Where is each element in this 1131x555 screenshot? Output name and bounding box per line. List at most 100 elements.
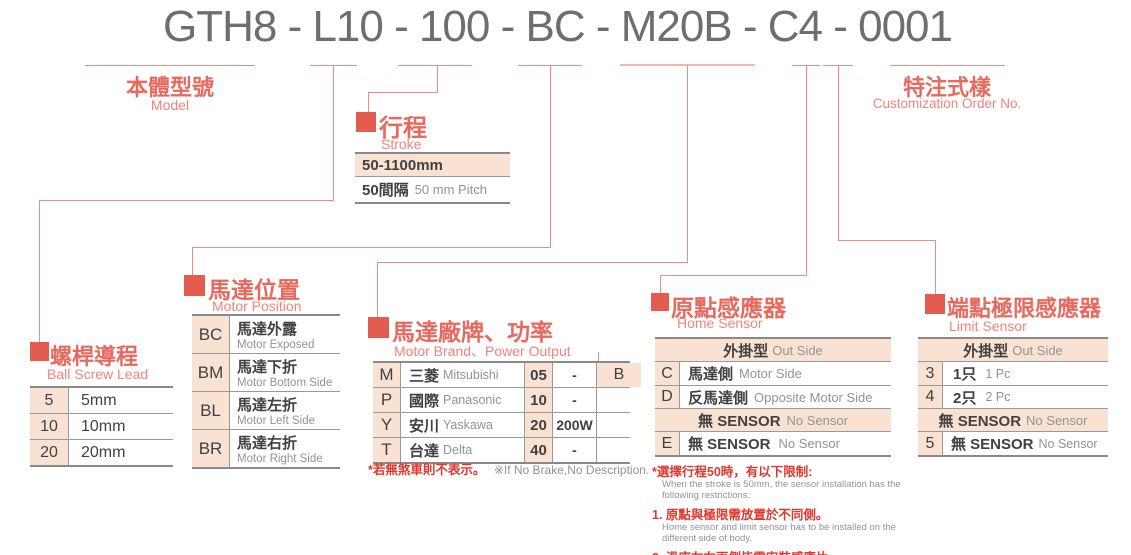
brand-en: Mitsubishi: [443, 368, 499, 382]
sensor-zh: 反馬達側: [688, 389, 749, 407]
note-line-zh: 2. 滑座左右兩側皆需安裝感應片。: [652, 547, 914, 555]
ball-screw-heading-zh: 螺桿導程: [50, 344, 139, 369]
connector-l10-h: [39, 200, 334, 201]
motor-position-table: BC 馬達外露 Motor Exposed BM 馬達下折 Motor Bott…: [192, 314, 340, 469]
connector-l10-v2: [39, 200, 40, 343]
position-en: Motor Bottom Side: [237, 377, 333, 389]
sensor-en: No Sensor: [778, 436, 840, 451]
lead-value: 10mm: [68, 414, 173, 439]
position-en: Motor Exposed: [237, 339, 315, 351]
connector-m20b-v2: [377, 262, 378, 318]
table-row: 3 1只 1 Pc: [918, 361, 1108, 385]
brand-name: 三菱 Mitsubishi: [400, 363, 524, 387]
brake-code: [596, 413, 641, 437]
motor-brand-note-zh: *若無煞車則不表示。: [368, 463, 486, 477]
position-en: Motor Left Side: [237, 415, 315, 427]
position-zh: 馬達外露: [237, 321, 298, 338]
brand-name: 安川 Yaskawa: [400, 413, 524, 437]
note-line-zh: *選擇行程50時，有以下限制:: [652, 465, 813, 479]
table-row: BL 馬達左折 Motor Left Side: [192, 391, 340, 429]
home-sensor-heading-en: Home Sensor: [677, 315, 763, 331]
sensor-en: Opposite Motor Side: [754, 389, 873, 405]
sensor-zh: 無 SENSOR: [951, 436, 1034, 453]
connector-l10-v: [333, 66, 334, 200]
connector-c-v: [806, 66, 807, 275]
stroke-table: 50-1100mm 50間隔 50 mm Pitch: [355, 152, 510, 204]
sensor-type-zh: 外掛型: [723, 342, 769, 360]
stroke-bullet-icon: [356, 112, 376, 132]
no-sensor-divider: 無 SENSOR No Sensor: [655, 408, 891, 431]
underline-l10: [310, 65, 357, 66]
ball-screw-table: 5 5mm 10 10mm 20 20mm: [30, 386, 173, 467]
brake-code: B: [596, 363, 641, 387]
power-value: -: [552, 363, 596, 387]
connector-c-h: [660, 275, 807, 276]
sensor-desc: 2只 2 Pc: [942, 386, 1108, 408]
sensor-type-header: 外掛型 Out Side: [655, 339, 891, 361]
sensor-code: E: [655, 432, 679, 455]
lead-value: 20mm: [68, 440, 173, 465]
position-code: BL: [192, 392, 229, 429]
table-row: 5 無 SENSOR No Sensor: [918, 431, 1108, 455]
motor-brand-table: M 三菱 Mitsubishi 05 - B P 國際 Panasonic 10…: [373, 361, 641, 464]
position-desc: 馬達外露 Motor Exposed: [229, 316, 340, 353]
sensor-code: 5: [918, 432, 942, 455]
sensor-code: D: [655, 386, 679, 408]
sensor-type-en: Out Side: [772, 342, 823, 358]
sensor-zh: 馬達側: [688, 366, 734, 383]
motor-brand-heading-zh: 馬達廠牌、功率: [392, 319, 553, 345]
model-label-en: Model: [150, 97, 190, 113]
limit-sensor-heading-en: Limit Sensor: [949, 318, 1027, 334]
position-zh: 馬達下折: [237, 359, 298, 376]
underline-c: [792, 65, 820, 66]
lead-code: 20: [30, 440, 68, 465]
table-row: 20 20mm: [30, 439, 173, 465]
connector-brake-tick: [598, 352, 599, 361]
power-value: -: [552, 438, 596, 462]
brand-code: P: [373, 388, 400, 412]
connector-stroke-v: [437, 66, 438, 92]
brand-zh: 國際: [409, 392, 440, 410]
sensor-desc: 反馬達側 Opposite Motor Side: [679, 386, 891, 408]
connector-4-v: [838, 66, 839, 240]
motor-position-heading-en: Motor Position: [212, 298, 302, 314]
sensor-zh: 2只: [953, 389, 977, 407]
sensor-code: 4: [918, 386, 942, 408]
table-row: M 三菱 Mitsubishi 05 - B: [373, 363, 641, 387]
lead-code: 5: [30, 388, 68, 413]
connector-bc-v2: [192, 247, 193, 276]
power-value: -: [552, 388, 596, 412]
sensor-zh: 1只: [953, 366, 977, 383]
power-code: 10: [524, 388, 552, 412]
model-number-title: GTH8 - L10 - 100 - BC - M20B - C4 - 0001: [163, 2, 953, 51]
underline-0001: [890, 65, 1005, 66]
brand-code: Y: [373, 413, 400, 437]
sensor-desc: 無 SENSOR No Sensor: [679, 432, 891, 455]
table-row: 4 2只 2 Pc: [918, 385, 1108, 408]
position-code: BC: [192, 316, 229, 353]
brand-code: T: [373, 438, 400, 462]
connector-bc-v: [550, 66, 551, 247]
motor-position-bullet-icon: [184, 275, 205, 296]
sensor-en: 2 Pc: [985, 390, 1011, 404]
sensor-zh: 無 SENSOR: [688, 436, 771, 453]
no-sensor-zh: 無 SENSOR: [938, 412, 1022, 430]
limit-sensor-heading-zh: 端點極限感應器: [947, 296, 1102, 321]
power-code: 40: [524, 438, 552, 462]
connector-c-v2: [660, 275, 661, 294]
brand-en: Panasonic: [443, 393, 502, 407]
underline-100: [398, 65, 472, 66]
limit-sensor-bullet-icon: [925, 294, 945, 314]
motor-position-heading-zh: 馬達位置: [208, 277, 300, 303]
sensor-en: Motor Side: [739, 366, 802, 381]
connector-4-v2: [935, 240, 936, 295]
no-sensor-zh: 無 SENSOR: [698, 412, 781, 430]
customization-label-zh: 特注式樣: [902, 75, 991, 100]
ball-screw-bullet-icon: [30, 342, 49, 361]
connector-stroke-h: [368, 92, 438, 93]
note-line-en: Home sensor and limit sensor has to be i…: [662, 521, 896, 544]
table-row: T 台達 Delta 40 -: [373, 437, 630, 462]
power-value: 200W: [552, 413, 596, 437]
home-sensor-notes: *選擇行程50時，有以下限制: When the stroke is 50mm,…: [652, 461, 914, 555]
